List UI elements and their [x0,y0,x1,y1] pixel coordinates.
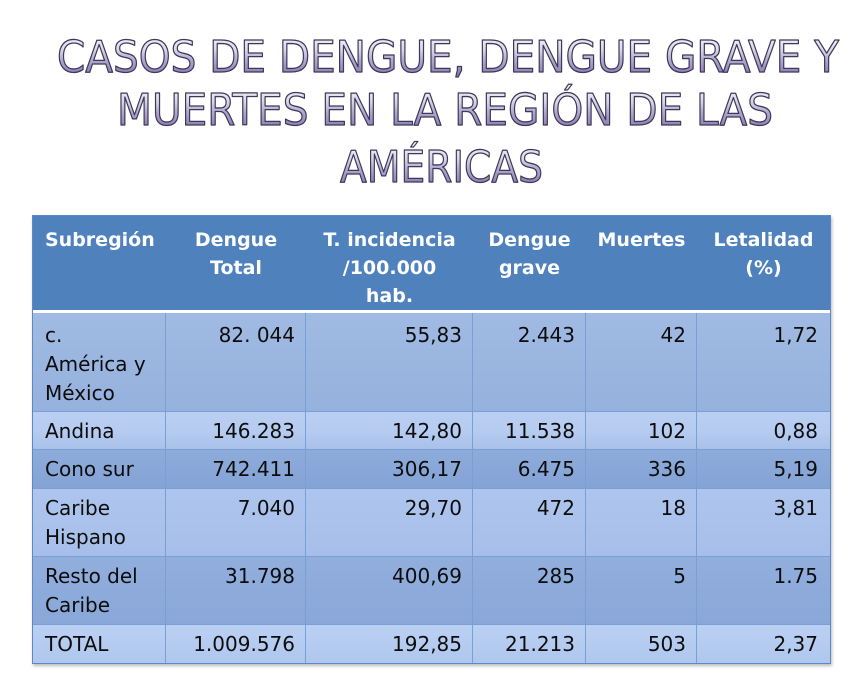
header-subregion: Subregión [33,216,166,313]
cell-dengue-total: 31.798 [166,557,306,625]
cell-lethality: 3,81 [697,489,830,557]
table-row: Cono sur 742.411 306,17 6.475 336 5,19 [33,450,830,489]
table-row: Andina 146.283 142,80 11.538 102 0,88 [33,412,830,450]
cell-incidence: 192,85 [306,625,473,663]
cell-deaths: 18 [586,489,697,557]
cell-dengue-grave: 21.213 [473,625,586,663]
table-row: Resto del Caribe 31.798 400,69 285 5 1.7… [33,557,830,625]
cell-incidence: 306,17 [306,450,473,489]
cell-dengue-grave: 11.538 [473,412,586,450]
cell-deaths: 503 [586,625,697,663]
title-line-3: AMÉRICAS [340,140,543,193]
cell-dengue-grave: 2.443 [473,313,586,412]
cell-lethality: 2,37 [697,625,830,663]
cell-incidence: 142,80 [306,412,473,450]
table-header-row: Subregión Dengue Total T. incidencia /10… [33,216,830,313]
cell-subregion: Andina [33,412,166,450]
cell-incidence: 55,83 [306,313,473,412]
header-dengue-total: Dengue Total [166,216,306,313]
cell-subregion: c. América y México [33,313,166,412]
cell-lethality: 0,88 [697,412,830,450]
cell-incidence: 29,70 [306,489,473,557]
cell-dengue-total: 742.411 [166,450,306,489]
cell-subregion: Cono sur [33,450,166,489]
header-incidence-rate: T. incidencia /100.000 hab. [306,216,473,313]
cell-incidence: 400,69 [306,557,473,625]
cell-subregion: Caribe Hispano [33,489,166,557]
table-row-total: TOTAL 1.009.576 192,85 21.213 503 2,37 [33,625,830,663]
cell-dengue-total: 1.009.576 [166,625,306,663]
cell-lethality: 1.75 [697,557,830,625]
title-line-2: MUERTES EN LA REGIÓN DE LAS [117,83,773,136]
cell-dengue-total: 146.283 [166,412,306,450]
table-row: Caribe Hispano 7.040 29,70 472 18 3,81 [33,489,830,557]
dengue-cases-table: Subregión Dengue Total T. incidencia /10… [32,215,831,664]
cell-dengue-grave: 472 [473,489,586,557]
slide-title: CASOS DE DENGUE, DENGUE GRAVE Y MUERTES … [56,31,839,193]
header-dengue-grave: Dengue grave [473,216,586,313]
title-line-1: CASOS DE DENGUE, DENGUE GRAVE Y [57,32,839,83]
cell-dengue-total: 7.040 [166,489,306,557]
cell-subregion: TOTAL [33,625,166,663]
header-deaths: Muertes [586,216,697,313]
table-row: c. América y México 82. 044 55,83 2.443 … [33,313,830,412]
cell-deaths: 42 [586,313,697,412]
cell-deaths: 102 [586,412,697,450]
cell-dengue-total: 82. 044 [166,313,306,412]
cell-lethality: 5,19 [697,450,830,489]
cell-dengue-grave: 6.475 [473,450,586,489]
cell-deaths: 5 [586,557,697,625]
cell-subregion: Resto del Caribe [33,557,166,625]
cell-dengue-grave: 285 [473,557,586,625]
cell-lethality: 1,72 [697,313,830,412]
header-lethality: Letalidad (%) [697,216,830,313]
cell-deaths: 336 [586,450,697,489]
